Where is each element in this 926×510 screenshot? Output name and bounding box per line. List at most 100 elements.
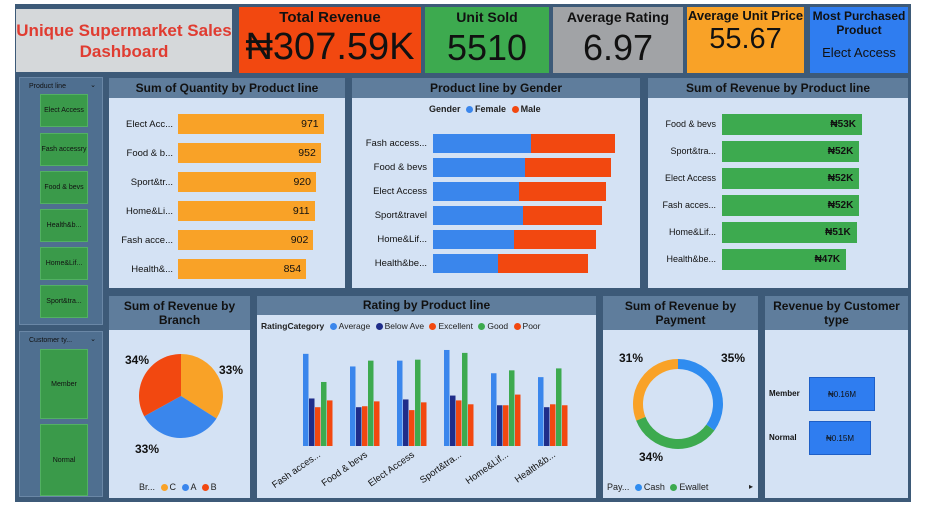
panel-title: Revenue by Customer type — [765, 296, 908, 330]
bar-value-label: 911 — [292, 205, 310, 217]
legend-swatch — [634, 484, 642, 492]
kpi-value: 5510 — [446, 27, 528, 68]
bar-category-label: Food & bevs — [665, 119, 716, 129]
legend-entry-good: Good — [487, 321, 509, 331]
rating-bar-below-ave[interactable] — [497, 405, 503, 446]
rating-bar-poor[interactable] — [468, 404, 474, 446]
rating-bar-poor[interactable] — [374, 401, 380, 446]
bar-value-label: ₦47K — [814, 254, 841, 265]
customer-revenue-bar: ₦0.15M — [809, 421, 871, 455]
bar-value-label: ₦52K — [827, 173, 854, 184]
legend-entry-c: C — [169, 482, 177, 492]
revenue-bar — [722, 222, 857, 243]
rating-bar-average[interactable] — [444, 349, 450, 446]
panel-title: Sum of Revenue by Product line — [648, 78, 908, 98]
customer-type-slicer[interactable]: Customer ty... ⌄ Member Normal — [19, 331, 103, 497]
legend-title: RatingCategory — [261, 321, 325, 331]
slicer-item-fash-accessry[interactable]: Fash accessry — [40, 133, 88, 166]
rating-bar-average[interactable] — [397, 360, 403, 446]
legend-swatch — [670, 484, 678, 492]
rating-bar-average[interactable] — [491, 373, 497, 446]
rating-bar-poor[interactable] — [515, 394, 521, 446]
bar-value-label: 854 — [283, 263, 302, 275]
male-bar-segment — [522, 206, 603, 225]
kpi-value: 6.97 — [582, 27, 654, 68]
male-bar-segment — [518, 182, 607, 201]
rating-bar-below-ave[interactable] — [309, 398, 315, 446]
rating-bar-excellent[interactable] — [550, 404, 556, 446]
legend-entry-excellent: Excellent — [438, 321, 473, 331]
x-tick-label: Fash acces... — [270, 449, 323, 490]
customer-type-label: Member — [769, 389, 800, 398]
rating-bar-excellent[interactable] — [456, 400, 462, 446]
slicer-item-home-lifestyle[interactable]: Home&Lif... — [40, 247, 88, 280]
kpi-title: Average Rating — [566, 9, 670, 25]
kpi-title: Total Revenue — [279, 9, 381, 26]
rating-bar-excellent[interactable] — [362, 406, 368, 446]
bar-category-label: Health&... — [131, 264, 173, 275]
donut-segment-cash[interactable] — [677, 359, 723, 431]
donut-value-label: 31% — [619, 351, 643, 365]
panel-title: Product line by Gender — [352, 78, 640, 98]
customer-type-label: Normal — [769, 433, 797, 442]
slicer-item-elect-access[interactable]: Elect Access — [40, 94, 88, 127]
bar-category-label: Elect Access — [664, 173, 716, 183]
slicer-item-member[interactable]: Member — [40, 349, 88, 419]
bar-value-label: 952 — [298, 147, 316, 159]
kpi-average-unit-price: Average Unit Price 55.67 — [687, 7, 804, 73]
pie-slice-b[interactable] — [139, 354, 181, 417]
rating-bar-good[interactable] — [509, 370, 515, 446]
rating-bar-good[interactable] — [321, 381, 327, 446]
revenue-by-payment-panel: Sum of Revenue by Payment 35% 34% 31% Pay.… — [603, 296, 758, 498]
rating-bar-poor[interactable] — [562, 405, 568, 446]
rating-bar-average[interactable] — [303, 353, 309, 446]
chevron-down-icon[interactable]: ⌄ — [90, 336, 96, 343]
slicer-title: Product line — [29, 82, 66, 90]
female-bar-segment — [433, 206, 523, 225]
rating-bar-below-ave[interactable] — [356, 407, 362, 446]
rating-bar-excellent[interactable] — [503, 405, 509, 446]
slicer-item-sport-travel[interactable]: Sport&tra... — [40, 285, 88, 318]
legend-next-arrow-icon[interactable]: ▸ — [749, 482, 754, 491]
product-line-by-gender-panel: Product line by Gender Gender Female Mal… — [352, 78, 640, 288]
rating-bar-good[interactable] — [368, 360, 374, 446]
pie-slice-a[interactable] — [144, 396, 217, 438]
rating-bar-average[interactable] — [538, 377, 544, 446]
legend-swatch — [375, 323, 383, 331]
pie-value-label: 34% — [125, 353, 149, 367]
chevron-down-icon[interactable]: ⌄ — [90, 82, 96, 89]
legend-swatch — [201, 484, 209, 492]
rating-bar-good[interactable] — [556, 368, 562, 446]
slicer-title: Customer ty... — [29, 336, 73, 344]
legend-swatch — [513, 323, 521, 331]
kpi-value: Elect Access — [822, 45, 896, 60]
payment-donut-chart: 35% 34% 31% — [619, 351, 745, 464]
chart-legend: Gender Female Male — [429, 104, 541, 114]
slicer-item-food-bevs[interactable]: Food & bevs — [40, 171, 88, 204]
slicer-item-normal[interactable]: Normal — [40, 424, 88, 496]
rating-bar-average[interactable] — [350, 366, 356, 446]
rating-bar-below-ave[interactable] — [403, 399, 409, 446]
bar-category-label: Fash acces... — [662, 200, 716, 210]
pie-slice-c[interactable] — [181, 354, 223, 419]
donut-value-label: 34% — [639, 450, 663, 464]
bar-category-label: Fash access... — [365, 138, 427, 149]
revenue-bar — [722, 114, 862, 135]
bar-category-label: Health&be... — [374, 258, 427, 269]
rating-bar-below-ave[interactable] — [544, 407, 550, 446]
rating-bar-below-ave[interactable] — [450, 395, 456, 446]
product-line-slicer[interactable]: Product line ⌄ Elect Access Fash accessr… — [19, 77, 103, 325]
rating-bar-good[interactable] — [415, 359, 421, 446]
bar-value-label: 920 — [293, 176, 311, 188]
rating-bar-poor[interactable] — [327, 400, 333, 446]
donut-segment-ewallet[interactable] — [636, 416, 715, 449]
donut-segment-other[interactable] — [633, 359, 679, 421]
slicer-item-health-beauty[interactable]: Health&b... — [40, 209, 88, 242]
female-bar-segment — [433, 182, 519, 201]
female-bar-segment — [433, 134, 531, 153]
rating-bar-poor[interactable] — [421, 402, 427, 446]
rating-bar-excellent[interactable] — [409, 410, 415, 446]
rating-bar-good[interactable] — [462, 352, 468, 446]
bar-category-label: Home&Lif... — [668, 227, 716, 237]
rating-bar-excellent[interactable] — [315, 407, 321, 446]
